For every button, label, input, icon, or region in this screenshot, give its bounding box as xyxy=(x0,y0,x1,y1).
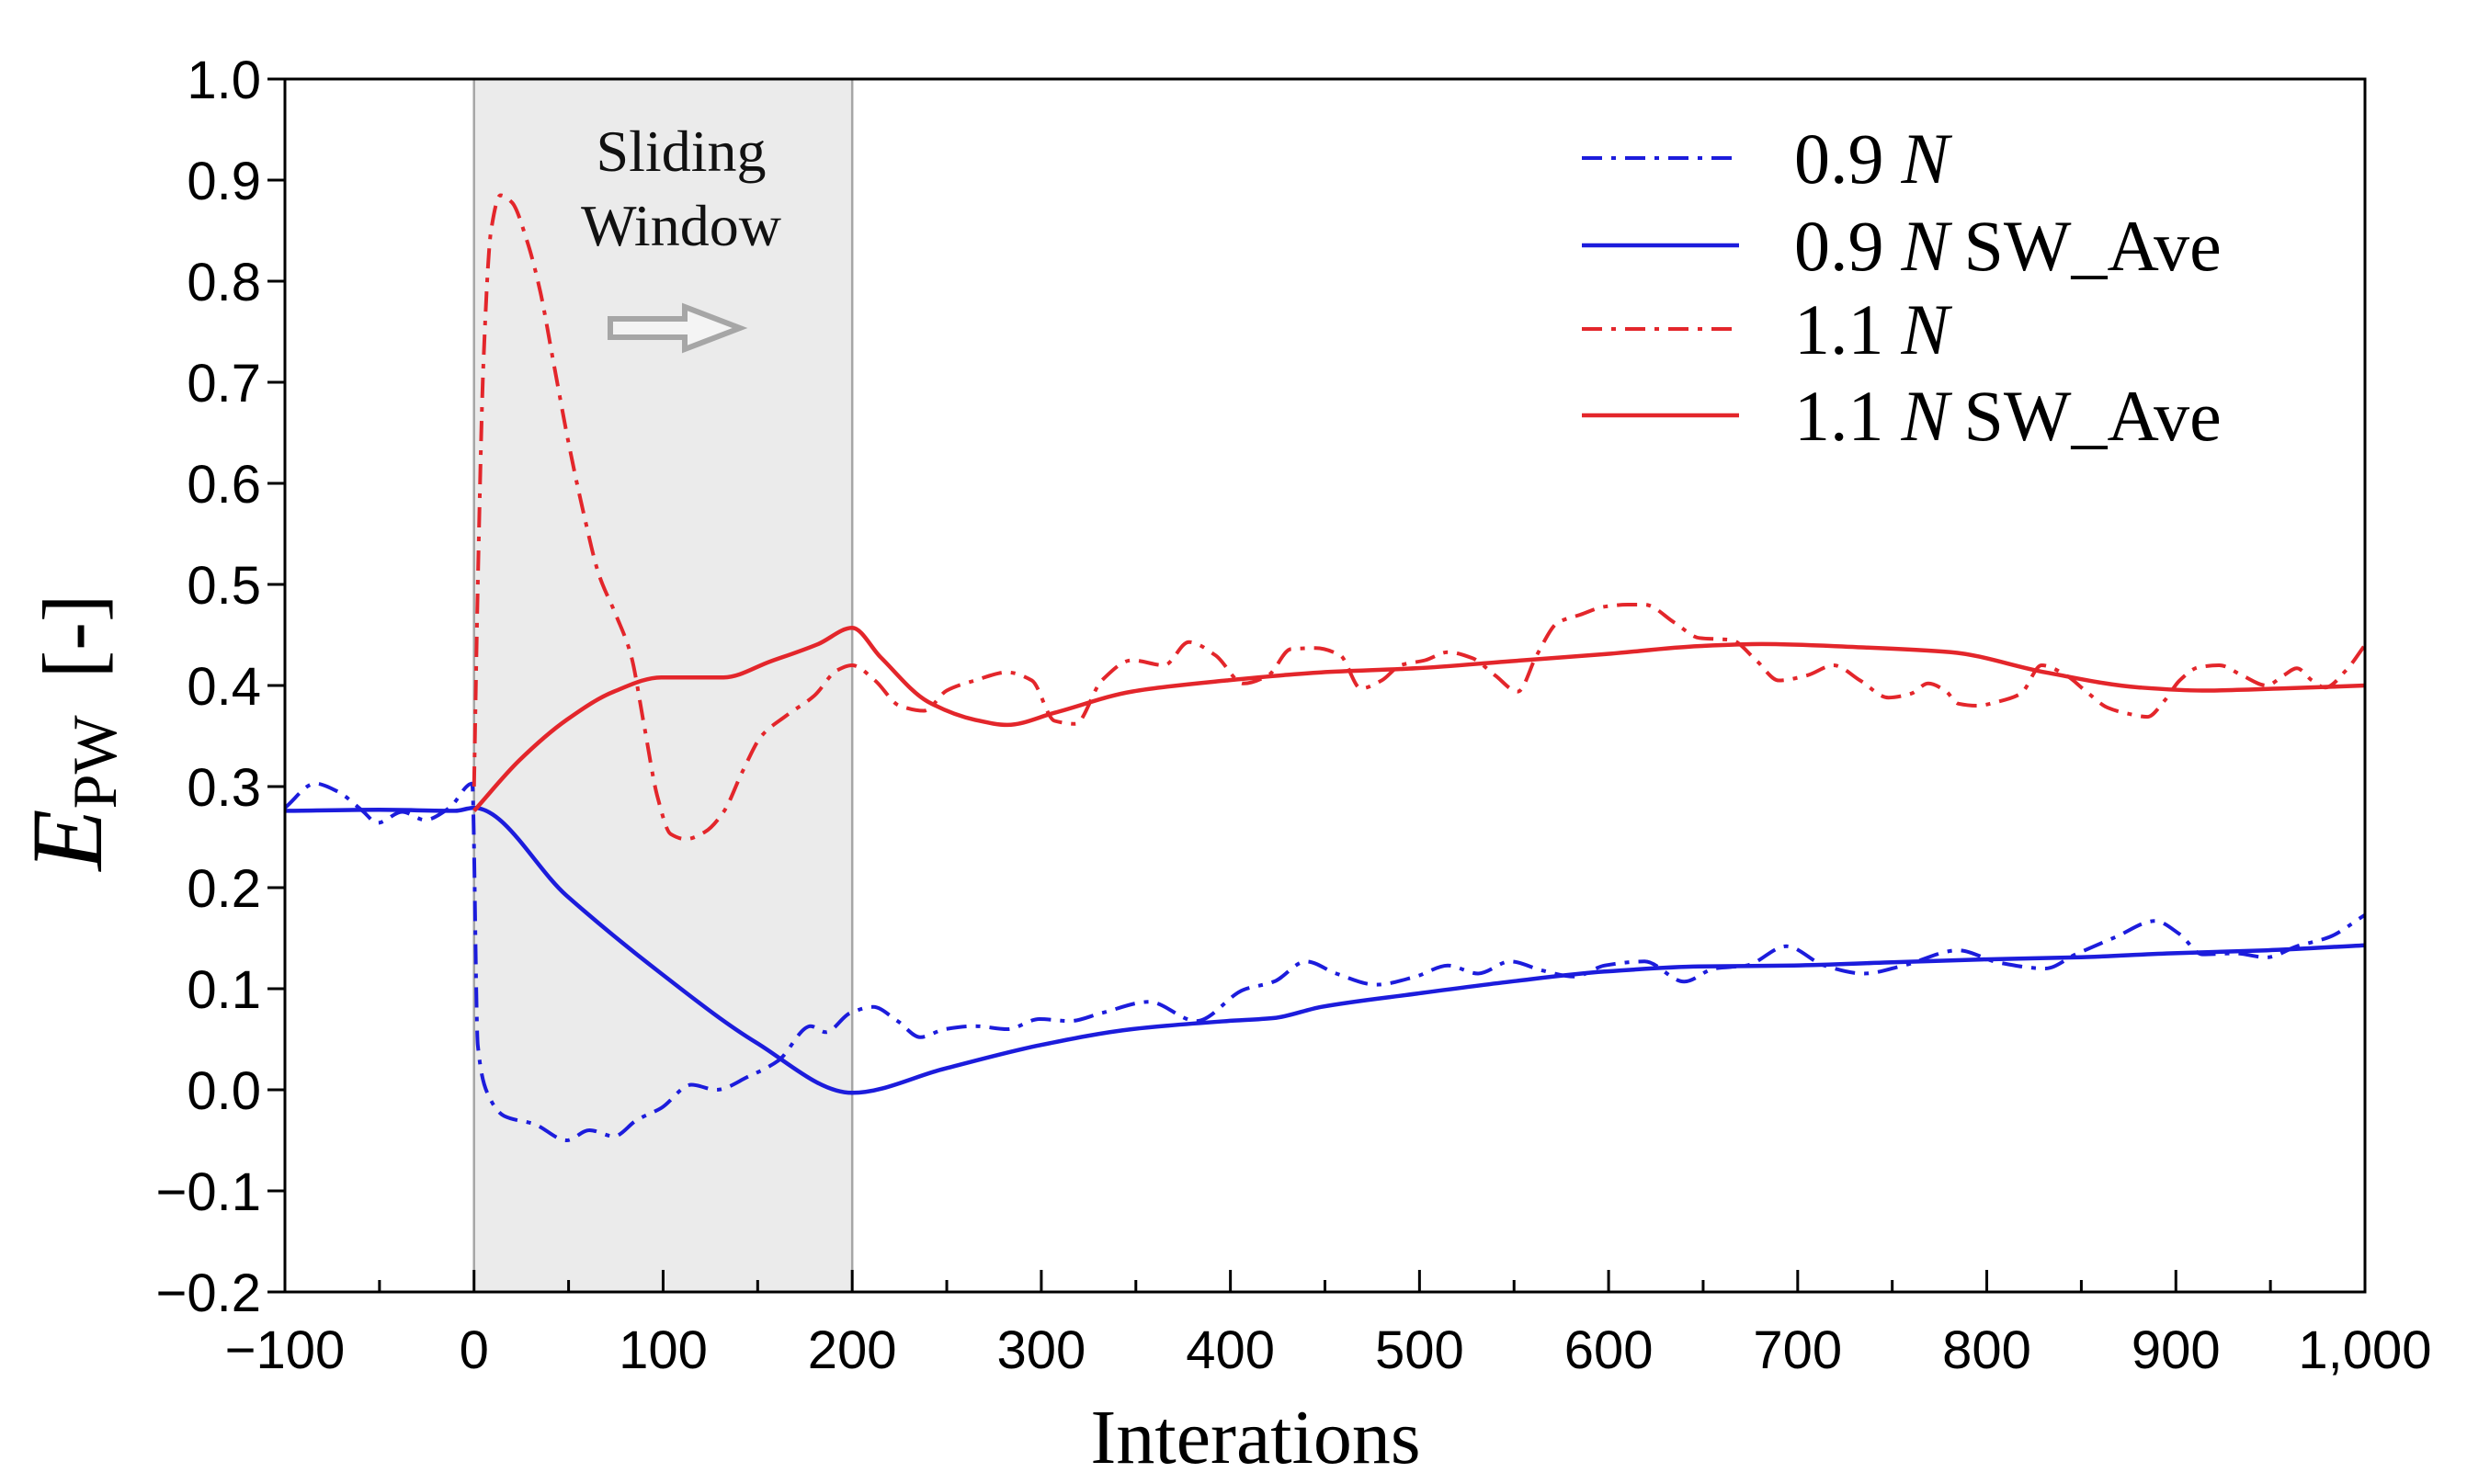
y-tick-label: 0.1 xyxy=(187,960,261,1020)
x-tick-label: 100 xyxy=(619,1320,708,1380)
x-tick-label: 700 xyxy=(1753,1320,1842,1380)
y-tick-label: 0.8 xyxy=(187,253,261,312)
legend-label-suffix: SW_Ave xyxy=(1964,376,2222,456)
legend-label: 0.9 N xyxy=(1794,119,1953,198)
legend-label-symbol: N xyxy=(1901,376,1953,456)
y-tick-label: 1.0 xyxy=(187,51,261,110)
sliding-window-label-line-2: Window xyxy=(581,193,781,258)
x-tick-label: 800 xyxy=(1942,1320,2031,1380)
legend-entry: 1.1 N SW_Ave xyxy=(1582,376,2222,456)
x-axis-label: Interations xyxy=(1090,1395,1420,1480)
y-axis-label-symbol: E xyxy=(11,809,123,872)
series-line-0-9-n-sw-ave xyxy=(285,805,2365,1095)
legend-label-value: 0.9 xyxy=(1794,206,1884,286)
sliding-window-region xyxy=(472,77,854,1294)
legend-entry: 0.9 N xyxy=(1582,119,1953,198)
y-tick-label: 0.9 xyxy=(187,152,261,211)
legend-entry: 1.1 N xyxy=(1582,289,1953,369)
legend-label-symbol: N xyxy=(1901,119,1953,198)
x-tick-label: 1,000 xyxy=(2298,1320,2431,1380)
x-tick-label: 0 xyxy=(460,1320,489,1380)
series-layer xyxy=(285,193,2365,1142)
x-tick-label: 600 xyxy=(1564,1320,1654,1380)
x-tick-label: −100 xyxy=(225,1320,346,1380)
axis-ticks: −0.2−0.10.00.10.20.30.40.50.60.70.80.91.… xyxy=(156,51,2432,1380)
legend-label: 1.1 N xyxy=(1794,289,1953,369)
legend-label-value: 0.9 xyxy=(1794,119,1884,198)
y-axis-label-subscript: PW xyxy=(60,715,130,810)
y-tick-label: 0.6 xyxy=(187,455,261,515)
x-tick-label: 900 xyxy=(2132,1320,2221,1380)
series-line-1-1-n-sw-ave xyxy=(472,626,2365,812)
series-line-0-9-n xyxy=(285,781,2365,1142)
y-tick-label: 0.7 xyxy=(187,354,261,413)
x-tick-label: 200 xyxy=(808,1320,897,1380)
legend-label-value: 1.1 xyxy=(1794,289,1884,369)
y-tick-label: 0.2 xyxy=(187,859,261,919)
legend-label-value: 1.1 xyxy=(1794,376,1884,456)
legend-label-suffix: SW_Ave xyxy=(1964,206,2222,286)
y-axis-label: EPW [-] xyxy=(11,594,130,872)
y-tick-label: −0.1 xyxy=(156,1162,262,1222)
shaded-region-layer xyxy=(472,77,854,1294)
x-tick-label: 400 xyxy=(1186,1320,1275,1380)
legend-label: 0.9 N SW_Ave xyxy=(1794,206,2222,286)
y-tick-label: 0.0 xyxy=(187,1061,261,1121)
y-tick-label: 0.3 xyxy=(187,758,261,818)
y-tick-label: 0.4 xyxy=(187,657,261,717)
legend-label-symbol: N xyxy=(1901,289,1953,369)
x-tick-label: 500 xyxy=(1375,1320,1464,1380)
y-axis-label-unit: [-] xyxy=(26,594,119,678)
sliding-window-label-line-1: Sliding xyxy=(597,119,767,184)
y-tick-label: 0.5 xyxy=(187,556,261,616)
legend-label: 1.1 N SW_Ave xyxy=(1794,376,2222,456)
right-arrow-icon xyxy=(608,302,748,354)
legend-entry: 0.9 N SW_Ave xyxy=(1582,206,2222,286)
x-tick-label: 300 xyxy=(997,1320,1086,1380)
y-tick-label: −0.2 xyxy=(156,1263,262,1323)
legend-label-symbol: N xyxy=(1901,206,1953,286)
